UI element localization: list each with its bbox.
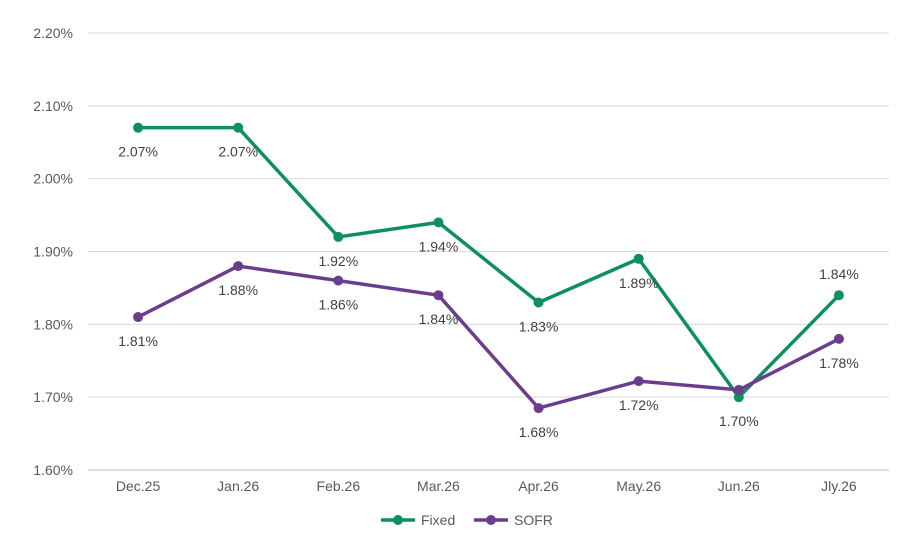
data-labels: 2.07% 2.07% 1.92% 1.94% 1.83% 1.89% 1.70% 1.84%… bbox=[118, 144, 859, 440]
data-point-sofr bbox=[333, 275, 344, 286]
series-group bbox=[133, 122, 844, 414]
y-tick-label: 1.80% bbox=[33, 316, 73, 332]
legend-label: Fixed bbox=[421, 512, 455, 528]
data-point-fixed bbox=[333, 231, 344, 242]
data-label-sofr: 1.88% bbox=[218, 282, 258, 298]
data-point-fixed bbox=[433, 217, 444, 228]
gridlines bbox=[88, 32, 889, 471]
x-tick-label: May.26 bbox=[616, 478, 661, 494]
legend-swatch-marker bbox=[393, 515, 403, 525]
data-label-sofr: 1.68% bbox=[519, 424, 559, 440]
x-tick-label: Mar.26 bbox=[417, 478, 460, 494]
data-label-fixed: 1.70% bbox=[719, 413, 759, 429]
data-point-sofr bbox=[733, 384, 744, 395]
y-tick-label: 2.20% bbox=[33, 25, 73, 41]
x-tick-label: Feb.26 bbox=[317, 478, 361, 494]
legend: Fixed SOFR bbox=[381, 512, 553, 528]
data-label-sofr: 1.81% bbox=[118, 333, 158, 349]
data-point-sofr bbox=[233, 261, 244, 272]
data-point-fixed bbox=[633, 253, 644, 264]
data-label-sofr: 1.86% bbox=[318, 297, 358, 313]
y-axis: 1.60% 1.70% 1.80% 1.90% 2.00% 2.10% 2.20% bbox=[33, 25, 73, 478]
x-tick-label: Apr.26 bbox=[518, 478, 559, 494]
data-label-fixed: 1.84% bbox=[819, 266, 859, 282]
data-label-fixed: 2.07% bbox=[218, 144, 258, 160]
legend-item-sofr: SOFR bbox=[474, 512, 553, 528]
x-tick-label: Jly.26 bbox=[821, 478, 857, 494]
data-label-fixed: 1.94% bbox=[419, 238, 459, 254]
y-tick-label: 1.60% bbox=[33, 462, 73, 478]
y-tick-label: 2.10% bbox=[33, 98, 73, 114]
data-point-sofr bbox=[833, 333, 844, 344]
series-line-sofr bbox=[136, 264, 841, 410]
data-label-sofr: 1.84% bbox=[419, 311, 459, 327]
data-label-sofr: 1.78% bbox=[819, 355, 859, 371]
data-point-fixed bbox=[233, 122, 244, 133]
data-label-sofr: 1.72% bbox=[619, 397, 659, 413]
x-tick-label: Jun.26 bbox=[718, 478, 760, 494]
data-point-fixed bbox=[133, 122, 144, 133]
data-point-sofr bbox=[633, 376, 644, 387]
y-tick-label: 1.70% bbox=[33, 389, 73, 405]
data-point-fixed bbox=[533, 297, 544, 308]
y-tick-label: 2.00% bbox=[33, 171, 73, 187]
data-label-fixed: 2.07% bbox=[118, 144, 158, 160]
data-point-sofr bbox=[133, 312, 144, 323]
x-axis: Dec.25 Jan.26 Feb.26 Mar.26 Apr.26 May.26 Jun.… bbox=[116, 478, 857, 494]
data-label-fixed: 1.83% bbox=[519, 318, 559, 334]
data-label-fixed: 1.89% bbox=[619, 275, 659, 291]
legend-swatch-marker bbox=[486, 515, 496, 525]
data-point-fixed bbox=[733, 392, 744, 403]
series-line-fixed bbox=[136, 125, 841, 399]
data-point-sofr bbox=[433, 290, 444, 301]
x-tick-label: Dec.25 bbox=[116, 478, 161, 494]
data-point-sofr bbox=[533, 403, 544, 414]
data-point-fixed bbox=[833, 290, 844, 301]
y-tick-label: 1.90% bbox=[33, 244, 73, 260]
legend-label: SOFR bbox=[514, 512, 553, 528]
series-fixed bbox=[133, 122, 844, 403]
x-tick-label: Jan.26 bbox=[217, 478, 259, 494]
legend-item-fixed: Fixed bbox=[381, 512, 455, 528]
data-label-fixed: 1.92% bbox=[318, 253, 358, 269]
series-sofr bbox=[133, 261, 844, 414]
